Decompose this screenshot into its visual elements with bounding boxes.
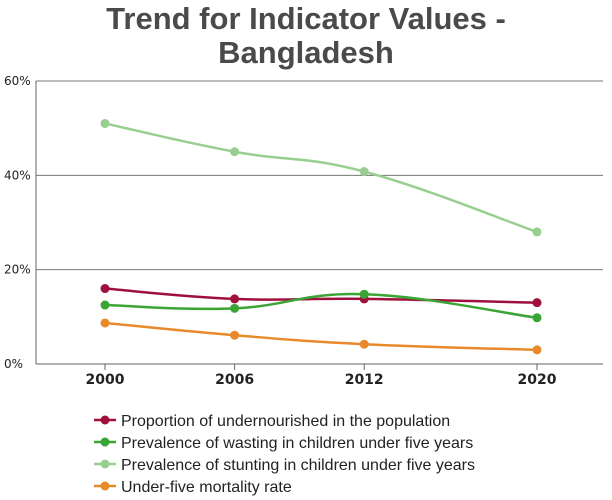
plot-area [100, 118, 542, 355]
data-point[interactable] [230, 303, 240, 313]
series-line [104, 122, 538, 234]
data-point[interactable] [100, 300, 110, 310]
y-tick-label: 0% [4, 357, 23, 371]
x-tick-label: 2012 [345, 372, 384, 388]
series-2 [100, 289, 542, 323]
chart-subtitle: Bangladesh [218, 35, 394, 70]
legend-item[interactable]: Under-five mortality rate [94, 479, 292, 496]
data-point[interactable] [100, 284, 110, 294]
data-point[interactable] [230, 294, 240, 304]
x-tick-label: 2020 [518, 372, 557, 388]
series-line [104, 292, 538, 320]
legend-marker [100, 437, 110, 447]
data-point[interactable] [100, 318, 110, 328]
legend-label: Proportion of undernourished in the popu… [121, 413, 450, 430]
legend-item[interactable]: Proportion of undernourished in the popu… [94, 413, 450, 430]
data-point[interactable] [359, 339, 369, 349]
data-point[interactable] [532, 298, 542, 308]
data-point[interactable] [100, 118, 110, 128]
x-tick-label: 2006 [215, 372, 254, 388]
series-line [104, 321, 538, 352]
chart-title: Trend for Indicator Values - [106, 1, 506, 36]
y-tick-label: 40% [4, 168, 31, 182]
series-3 [100, 118, 542, 237]
legend-label: Prevalence of wasting in children under … [121, 435, 473, 452]
y-tick-label: 60% [4, 74, 31, 88]
data-point[interactable] [532, 345, 542, 355]
y-axis: 0% 20% 40% 60% [4, 74, 31, 371]
x-axis: 2000 2006 2012 2020 [86, 364, 557, 388]
legend-marker [100, 459, 110, 469]
data-point[interactable] [532, 227, 542, 237]
data-point[interactable] [359, 289, 369, 299]
legend-label: Under-five mortality rate [121, 479, 292, 496]
gridlines [35, 80, 603, 365]
data-point[interactable] [532, 313, 542, 323]
legend-item[interactable]: Prevalence of wasting in children under … [94, 435, 473, 452]
data-point[interactable] [359, 167, 369, 177]
legend-item[interactable]: Prevalence of stunting in children under… [94, 457, 475, 474]
data-point[interactable] [230, 147, 240, 157]
x-tick-label: 2000 [86, 372, 125, 388]
y-tick-label: 20% [4, 263, 31, 277]
legend-marker [100, 415, 110, 425]
legend: Proportion of undernourished in the popu… [94, 413, 475, 496]
data-point[interactable] [230, 330, 240, 340]
series-4 [100, 318, 542, 355]
legend-marker [100, 481, 110, 491]
legend-label: Prevalence of stunting in children under… [121, 457, 475, 474]
